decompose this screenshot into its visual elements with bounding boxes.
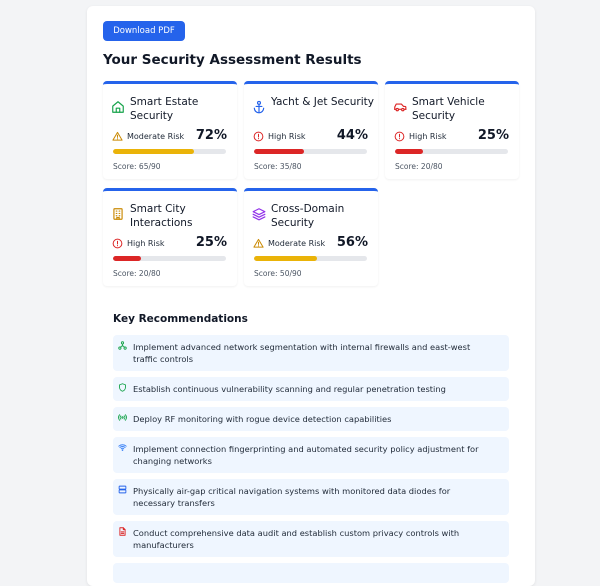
alert-circle-icon (394, 131, 405, 142)
recommendation-item: Deploy RF monitoring with rogue device d… (113, 407, 509, 431)
score-text: Score: 20/80 (395, 162, 443, 171)
car-icon (394, 103, 407, 112)
risk-label: High Risk (127, 239, 165, 248)
card-title: Smart Vehicle Security (412, 96, 485, 122)
risk-progress-bar (254, 256, 367, 261)
recommendation-item: Conduct comprehensive data audit and est… (113, 521, 509, 557)
risk-percent: 25% (477, 128, 509, 143)
risk-progress-bar (113, 256, 226, 261)
risk-label: Moderate Risk (268, 239, 326, 248)
download-pdf-button[interactable]: Download PDF (103, 21, 185, 41)
recommendation-text: Implement connection fingerprinting and … (133, 444, 479, 466)
risk-percent: 72% (195, 128, 227, 143)
card-cross-domain: Cross-Domain Security Moderate Risk 56% … (244, 188, 378, 286)
recommendations-heading: Key Recommendations (113, 313, 248, 325)
risk-progress-bar (395, 149, 508, 154)
recommendation-text: Physically air-gap critical navigation s… (133, 486, 451, 508)
recommendation-text: Conduct comprehensive data audit and est… (133, 528, 460, 550)
risk-percent: 44% (336, 128, 368, 143)
risk-label: High Risk (409, 132, 447, 141)
radio-icon (118, 414, 127, 421)
page-title: Your Security Assessment Results (103, 52, 362, 68)
recommendation-item: Implement advanced network segmentation … (113, 335, 509, 371)
warning-triangle-icon (253, 238, 264, 248)
recommendation-text: Establish continuous vulnerability scann… (133, 384, 446, 394)
shield-icon (119, 383, 126, 392)
risk-progress-fill (113, 256, 142, 261)
building-icon (113, 208, 123, 220)
risk-progress-bar (113, 149, 226, 154)
card-title: Smart City Interactions (130, 203, 193, 229)
card-title: Yacht & Jet Security (271, 96, 374, 108)
card-smart-city: Smart City Interactions High Risk 25% Sc… (103, 188, 237, 286)
alert-circle-icon (253, 131, 264, 142)
risk-percent: 25% (195, 235, 227, 250)
house-icon (112, 101, 124, 113)
risk-progress-bar (254, 149, 367, 154)
recommendation-item (113, 563, 509, 583)
recommendation-item: Establish continuous vulnerability scann… (113, 377, 509, 401)
wifi-icon (118, 444, 127, 451)
risk-progress-fill (113, 149, 195, 154)
server-icon (118, 485, 127, 494)
score-text: Score: 50/90 (254, 269, 302, 278)
warning-triangle-icon (112, 131, 123, 141)
card-yacht-jet: Yacht & Jet Security High Risk 44% Score… (244, 81, 378, 179)
alert-circle-icon (112, 238, 123, 249)
score-text: Score: 65/90 (113, 162, 161, 171)
risk-percent: 56% (336, 235, 368, 250)
recommendation-item: Physically air-gap critical navigation s… (113, 479, 509, 515)
risk-label: High Risk (268, 132, 306, 141)
risk-label: Moderate Risk (127, 132, 185, 141)
card-title: Cross-Domain Security (271, 203, 345, 229)
risk-progress-fill (254, 256, 318, 261)
document-icon (119, 527, 126, 536)
recommendation-item: Implement connection fingerprinting and … (113, 437, 509, 473)
anchor-icon (253, 100, 265, 114)
score-text: Score: 35/80 (254, 162, 302, 171)
card-title: Smart Estate Security (130, 96, 199, 122)
score-text: Score: 20/80 (113, 269, 161, 278)
risk-progress-fill (254, 149, 304, 154)
risk-progress-fill (395, 149, 424, 154)
recommendation-text: Deploy RF monitoring with rogue device d… (133, 414, 392, 424)
card-smart-estate: Smart Estate Security Moderate Risk 72% … (103, 81, 237, 179)
recommendation-text: Implement advanced network segmentation … (133, 342, 471, 364)
network-icon (118, 341, 127, 350)
layers-icon (252, 208, 266, 221)
card-smart-vehicle: Smart Vehicle Security High Risk 25% Sco… (385, 81, 519, 179)
